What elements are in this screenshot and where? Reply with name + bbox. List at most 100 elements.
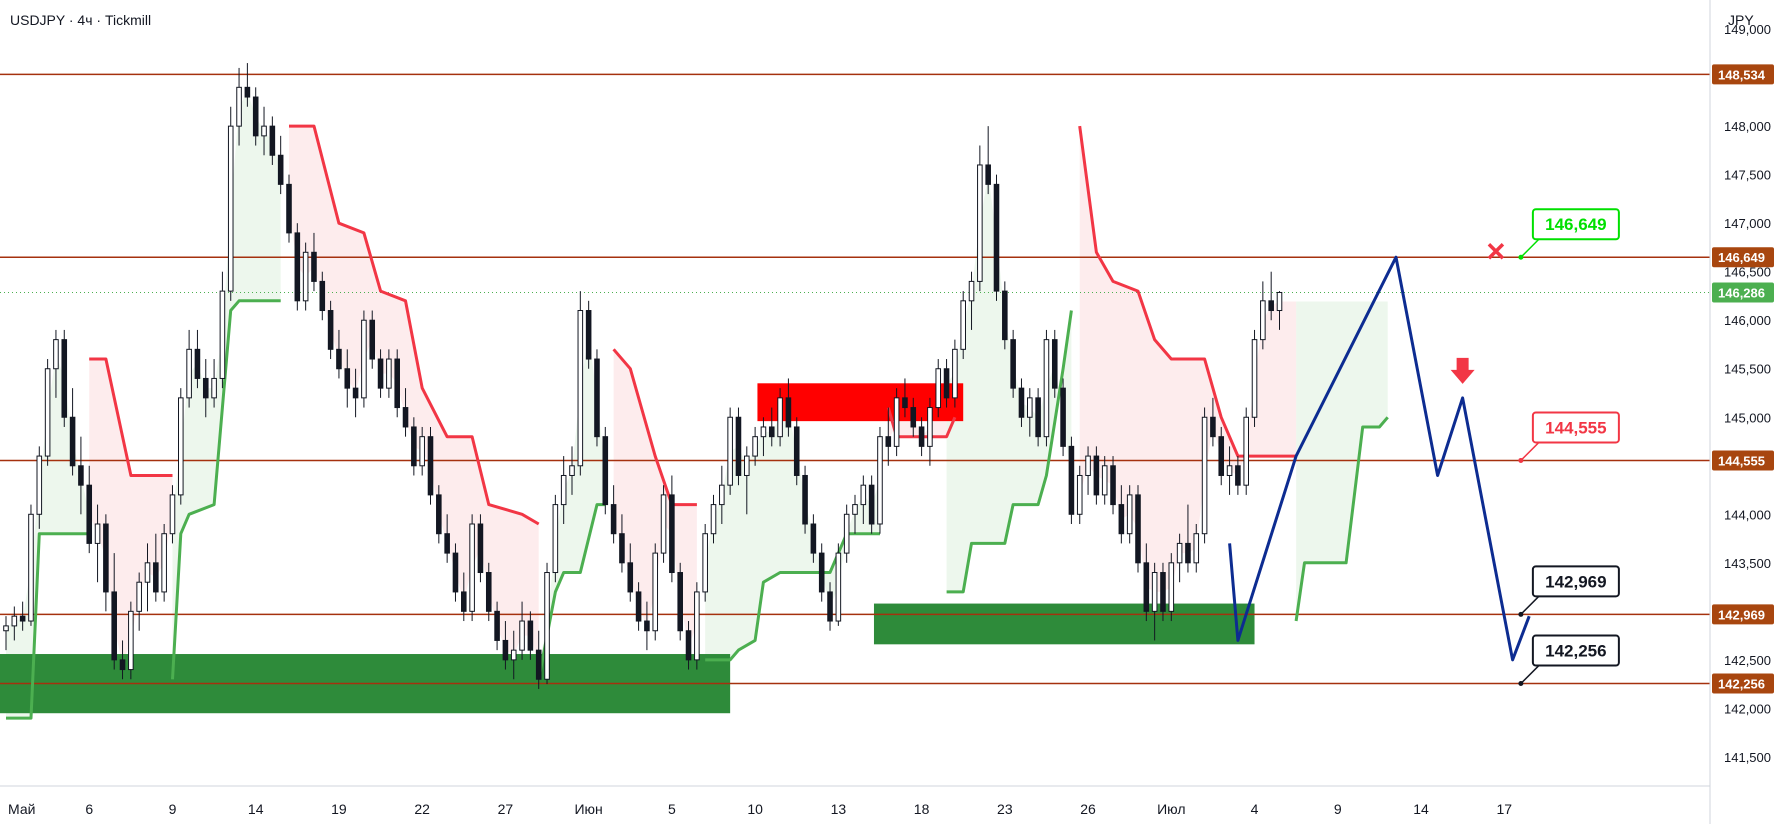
callout-label: 142,969 — [1545, 572, 1606, 591]
candle-body — [818, 552, 825, 593]
x-tick-label: 18 — [914, 801, 930, 817]
candle-body — [119, 659, 126, 671]
callout-box — [1531, 411, 1620, 444]
candle-body — [1002, 290, 1008, 341]
candle-body — [1068, 445, 1075, 515]
candle-body — [1060, 387, 1066, 447]
candle-body — [893, 397, 900, 447]
supertrend-fill — [172, 92, 281, 680]
candle-body — [610, 504, 617, 535]
candle-body — [993, 183, 1000, 292]
candle-body — [69, 416, 76, 467]
candle-body — [1093, 455, 1100, 496]
candle-body — [1135, 494, 1141, 564]
candle-body — [735, 416, 742, 476]
candle-body — [660, 494, 667, 554]
y-tick-label: 145,000 — [1724, 410, 1771, 425]
supertrend-fill — [89, 359, 173, 665]
candle-body — [977, 164, 983, 282]
candle-body — [1010, 339, 1016, 389]
candle-body — [344, 368, 351, 389]
x-tick-label: 14 — [248, 801, 264, 817]
candle-body — [868, 484, 875, 525]
candle-body — [619, 533, 625, 564]
candle-body — [236, 86, 242, 127]
candle-body — [702, 533, 708, 593]
candle-body — [336, 348, 342, 370]
candle-body — [1018, 387, 1025, 418]
level-price-label: 144,555 — [1718, 453, 1765, 468]
candle-body — [852, 504, 858, 515]
candle-body — [1160, 572, 1166, 612]
candle-body — [1151, 572, 1158, 612]
candle-body — [835, 552, 842, 622]
x-tick-label: 9 — [1334, 801, 1342, 817]
candle-body — [802, 474, 808, 525]
candle-body — [569, 465, 575, 476]
y-tick-label: 144,000 — [1724, 507, 1771, 522]
candle-body — [186, 348, 192, 399]
supertrend-fill — [6, 354, 90, 719]
candle-body — [935, 368, 942, 409]
candle-body — [1118, 504, 1125, 535]
candle-body — [594, 358, 600, 438]
x-tick-label: 22 — [414, 801, 430, 817]
supertrend-layer — [6, 124, 1389, 720]
candle-body — [1185, 542, 1191, 564]
supertrend-line — [705, 532, 880, 662]
candle-body — [1085, 455, 1091, 476]
candle-body — [1210, 416, 1216, 438]
y-tick-label: 147,500 — [1724, 168, 1771, 183]
supertrend-line — [946, 310, 1073, 594]
candle-body — [327, 310, 334, 350]
candle-body — [419, 436, 425, 467]
callout-box — [1531, 565, 1620, 598]
callouts-layer: 146,649 144,555 142,969 142,256 — [1518, 208, 1620, 687]
candle-body — [452, 552, 459, 593]
candle-body — [1235, 465, 1241, 486]
x-tick-label: 10 — [747, 801, 763, 817]
level-price-label: 148,534 — [1718, 67, 1766, 82]
candle-body — [827, 591, 833, 622]
candle-body — [744, 455, 750, 476]
candle-body — [319, 280, 326, 312]
supertrend-line — [289, 124, 540, 526]
candle-body — [219, 290, 226, 379]
supertrend-line — [537, 503, 606, 680]
candle-body — [602, 436, 609, 506]
candle-body — [269, 125, 276, 156]
demand-zone — [873, 603, 1255, 645]
x-tick-label: 27 — [498, 801, 514, 817]
candle-body — [968, 280, 975, 302]
candle-body — [777, 397, 783, 438]
candle-body — [111, 591, 117, 661]
callout-label: 146,649 — [1545, 215, 1606, 234]
chart-title: USDJPY · 4ч · Tickmill — [10, 12, 152, 28]
candle-body — [527, 620, 534, 651]
candle-body — [694, 591, 700, 661]
candle-body — [144, 562, 151, 583]
candle-body — [169, 494, 176, 535]
candle-body — [1110, 465, 1116, 506]
candle-body — [544, 572, 550, 680]
x-tick-label: 26 — [1080, 801, 1096, 817]
candle-body — [710, 504, 717, 535]
candle-body — [36, 455, 43, 515]
x-tick-label: Июн — [574, 801, 602, 817]
candle-body — [502, 639, 509, 661]
candle-body — [910, 407, 917, 428]
candle-body — [1251, 339, 1258, 418]
candle-body — [53, 339, 59, 370]
supertrend-line — [612, 348, 697, 507]
last-price-label: 146,286 — [1718, 285, 1765, 300]
x-tick-label: Май — [8, 801, 35, 817]
callout-box — [1531, 634, 1620, 667]
level-price-tag — [1712, 604, 1774, 625]
x-tick-label: 5 — [668, 801, 676, 817]
candle-body — [785, 397, 792, 428]
level-price-label: 146,649 — [1718, 250, 1765, 265]
y-tick-label: 149,000 — [1724, 22, 1771, 37]
candle-body — [1126, 494, 1133, 535]
